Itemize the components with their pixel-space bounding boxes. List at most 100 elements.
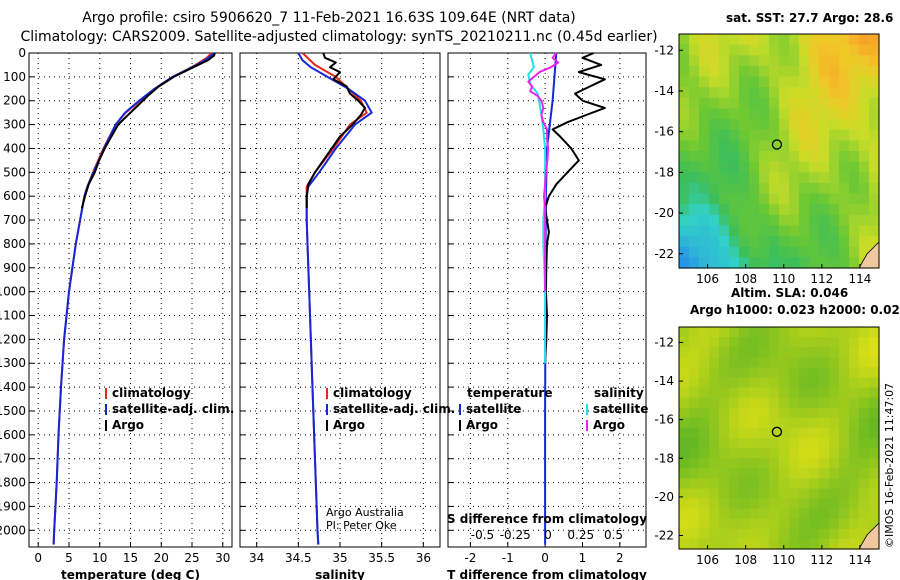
depth-tick-label: 200 [3, 94, 26, 108]
map-cell [729, 76, 740, 88]
map-cell [729, 498, 740, 510]
map-cell [749, 76, 760, 88]
map-cell [819, 257, 830, 269]
map-cell [809, 448, 820, 459]
map-cell [859, 193, 870, 205]
map-cell [749, 182, 760, 195]
map-cell [869, 87, 880, 99]
map-cell [699, 129, 710, 141]
map-cell [799, 407, 810, 419]
map-cell [859, 151, 870, 163]
map-cell [759, 397, 770, 409]
map-cell [769, 76, 780, 88]
map-cell [719, 528, 730, 540]
map-cell [799, 387, 810, 399]
map-cell [699, 119, 710, 131]
map-cell [779, 397, 790, 409]
map-cell [809, 172, 820, 184]
map-cell [809, 214, 820, 226]
map-cell [729, 488, 740, 500]
map-cell [749, 498, 760, 510]
map-cell [849, 377, 860, 389]
map-cell [739, 204, 750, 216]
map-cell [779, 407, 790, 419]
map-cell [709, 55, 720, 67]
map-cell [759, 528, 770, 540]
map-cell [829, 172, 840, 184]
map-cell [749, 538, 760, 550]
map-cell [729, 87, 740, 99]
map-cell [829, 508, 840, 520]
map-cell [789, 357, 800, 368]
series-salinity-argo [527, 52, 560, 292]
map-cell [749, 65, 760, 78]
map-cell [709, 508, 720, 520]
map-cell [699, 538, 710, 550]
map-cell [729, 236, 740, 248]
map-cell [769, 357, 780, 368]
map-cell [819, 225, 830, 237]
map-cell [679, 140, 690, 152]
map-cell [809, 337, 820, 348]
map-cell [779, 417, 790, 429]
map-cell [819, 129, 830, 141]
map-cell [849, 151, 860, 163]
map-cell [869, 193, 880, 205]
map-cell [699, 193, 710, 205]
map-cell [839, 448, 850, 459]
map-cell [689, 119, 700, 131]
map-cell [799, 193, 810, 205]
map-cell [869, 225, 880, 237]
map-cell [789, 528, 800, 540]
map-cell [759, 182, 770, 195]
map-cell [699, 448, 710, 459]
map-cell [769, 34, 780, 46]
map-cell [759, 193, 770, 205]
map-cell [809, 97, 820, 109]
map-cell [829, 387, 840, 399]
series-temperature-argo [544, 52, 606, 364]
map-cell [739, 34, 750, 46]
map-cell [829, 337, 840, 348]
map-cell [689, 236, 700, 248]
map-cell [709, 458, 720, 469]
map-cell [819, 65, 830, 78]
map-cell [799, 257, 810, 269]
map-cell [849, 87, 860, 99]
map-cell [749, 407, 760, 419]
map-cell [699, 151, 710, 163]
map-cell [749, 225, 760, 237]
map-cell [799, 246, 810, 258]
map-cell [719, 76, 730, 88]
map-cell [849, 488, 860, 500]
map-cell [759, 65, 770, 78]
map-cell [809, 528, 820, 540]
map-cell [829, 76, 840, 88]
map-cell [689, 347, 700, 358]
map-cell [799, 478, 810, 490]
map-cell [749, 214, 760, 226]
map-cell [859, 76, 870, 88]
map-cell [689, 76, 700, 88]
map-cell [849, 65, 860, 78]
map-cell [689, 337, 700, 348]
map-cell [789, 257, 800, 269]
map-cell [859, 448, 870, 459]
map-cell [739, 65, 750, 78]
map-cell [699, 427, 710, 439]
map-cell [679, 129, 690, 141]
map-cell [749, 87, 760, 99]
annotation-text: PI: Peter Oke [326, 519, 397, 532]
map-cell [839, 337, 850, 348]
map-cell [789, 337, 800, 348]
map-cell [809, 367, 820, 379]
map-cell [779, 151, 790, 163]
map-cell [869, 478, 880, 490]
map-cell [689, 87, 700, 99]
map-cell [769, 108, 780, 120]
map-cell [759, 498, 770, 510]
map-cell [719, 407, 730, 419]
map-cell [869, 172, 880, 184]
map-cell [799, 87, 810, 99]
